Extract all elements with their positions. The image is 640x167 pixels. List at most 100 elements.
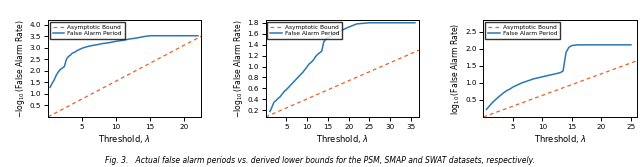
- False Alarm Period: [92, 44, 100, 46]
- False Alarm Period: [328, 34, 336, 36]
- False Alarm Period: [492, 99, 499, 101]
- False Alarm Period: [627, 44, 635, 46]
- False Alarm Period: [266, 110, 274, 112]
- False Alarm Period: [68, 52, 76, 54]
- False Alarm Period: [554, 72, 561, 74]
- False Alarm Period: [132, 37, 140, 39]
- False Alarm Period: [119, 39, 127, 41]
- False Alarm Period: [56, 69, 64, 71]
- False Alarm Period: [289, 82, 296, 84]
- False Alarm Period: [99, 43, 106, 45]
- False Alarm Period: [312, 56, 319, 58]
- False Alarm Period: [568, 45, 576, 47]
- False Alarm Period: [293, 78, 301, 80]
- False Alarm Period: [143, 35, 150, 37]
- False Alarm Period: [497, 94, 505, 96]
- False Alarm Period: [51, 79, 58, 81]
- False Alarm Period: [61, 66, 68, 68]
- Line: False Alarm Period: False Alarm Period: [50, 36, 198, 87]
- False Alarm Period: [314, 53, 321, 55]
- False Alarm Period: [386, 22, 394, 24]
- False Alarm Period: [65, 55, 72, 57]
- False Alarm Period: [574, 44, 582, 46]
- X-axis label: Threshold, $\lambda$: Threshold, $\lambda$: [98, 133, 151, 145]
- False Alarm Period: [365, 22, 373, 24]
- False Alarm Period: [316, 52, 323, 54]
- Legend: Asymptotic Bound, False Alarm Period: Asymptotic Bound, False Alarm Period: [485, 22, 560, 39]
- False Alarm Period: [84, 46, 92, 48]
- False Alarm Period: [129, 37, 137, 39]
- False Alarm Period: [318, 50, 326, 52]
- Legend: Asymptotic Bound, False Alarm Period: Asymptotic Bound, False Alarm Period: [268, 22, 342, 39]
- False Alarm Period: [140, 36, 147, 38]
- False Alarm Period: [310, 59, 317, 61]
- False Alarm Period: [58, 67, 66, 69]
- False Alarm Period: [270, 101, 278, 103]
- False Alarm Period: [126, 38, 134, 40]
- False Alarm Period: [562, 51, 570, 53]
- False Alarm Period: [486, 105, 493, 107]
- False Alarm Period: [512, 85, 520, 87]
- False Alarm Period: [86, 45, 94, 47]
- False Alarm Period: [297, 73, 305, 75]
- False Alarm Period: [556, 72, 564, 74]
- False Alarm Period: [280, 90, 288, 92]
- False Alarm Period: [291, 80, 299, 82]
- False Alarm Period: [167, 35, 175, 37]
- False Alarm Period: [337, 30, 344, 32]
- False Alarm Period: [295, 75, 303, 77]
- False Alarm Period: [324, 37, 332, 39]
- Y-axis label: $-\log_{10}$(False Alarm Rate): $-\log_{10}$(False Alarm Rate): [14, 19, 27, 118]
- False Alarm Period: [54, 71, 62, 73]
- Line: False Alarm Period: False Alarm Period: [486, 45, 631, 109]
- False Alarm Period: [539, 76, 547, 78]
- False Alarm Period: [275, 97, 282, 99]
- False Alarm Period: [269, 105, 276, 107]
- False Alarm Period: [307, 61, 315, 63]
- False Alarm Period: [565, 46, 573, 48]
- False Alarm Period: [345, 26, 353, 28]
- False Alarm Period: [320, 41, 328, 43]
- False Alarm Period: [541, 75, 549, 77]
- False Alarm Period: [515, 83, 523, 85]
- False Alarm Period: [530, 78, 538, 80]
- Y-axis label: $-\log_{10}$(False Alarm Rate): $-\log_{10}$(False Alarm Rate): [232, 19, 244, 118]
- False Alarm Period: [598, 44, 605, 46]
- False Alarm Period: [411, 22, 419, 24]
- X-axis label: Threshold, $\lambda$: Threshold, $\lambda$: [316, 133, 369, 145]
- False Alarm Period: [287, 84, 294, 86]
- False Alarm Period: [48, 82, 56, 85]
- False Alarm Period: [194, 35, 202, 37]
- False Alarm Period: [301, 68, 309, 70]
- False Alarm Period: [532, 77, 540, 79]
- False Alarm Period: [305, 63, 313, 65]
- False Alarm Period: [74, 49, 81, 51]
- False Alarm Period: [524, 80, 532, 82]
- False Alarm Period: [483, 108, 490, 110]
- False Alarm Period: [299, 71, 307, 73]
- False Alarm Period: [285, 86, 292, 88]
- False Alarm Period: [536, 76, 543, 78]
- False Alarm Period: [283, 89, 291, 91]
- False Alarm Period: [52, 74, 60, 76]
- False Alarm Period: [153, 35, 161, 37]
- False Alarm Period: [545, 74, 552, 76]
- False Alarm Period: [488, 102, 496, 104]
- False Alarm Period: [268, 108, 275, 110]
- False Alarm Period: [276, 96, 284, 98]
- False Alarm Period: [494, 96, 502, 98]
- False Alarm Period: [112, 40, 120, 42]
- False Alarm Period: [521, 81, 529, 83]
- False Alarm Period: [503, 89, 511, 91]
- False Alarm Period: [72, 51, 79, 53]
- False Alarm Period: [278, 93, 286, 95]
- False Alarm Period: [527, 79, 534, 81]
- False Alarm Period: [547, 74, 555, 76]
- False Alarm Period: [580, 44, 588, 46]
- False Alarm Period: [46, 86, 54, 88]
- False Alarm Period: [77, 48, 84, 50]
- Y-axis label: $\log_{10}$(False Alarm Rate): $\log_{10}$(False Alarm Rate): [449, 22, 462, 115]
- False Alarm Period: [332, 32, 340, 34]
- False Alarm Period: [160, 35, 168, 37]
- False Alarm Period: [67, 54, 74, 56]
